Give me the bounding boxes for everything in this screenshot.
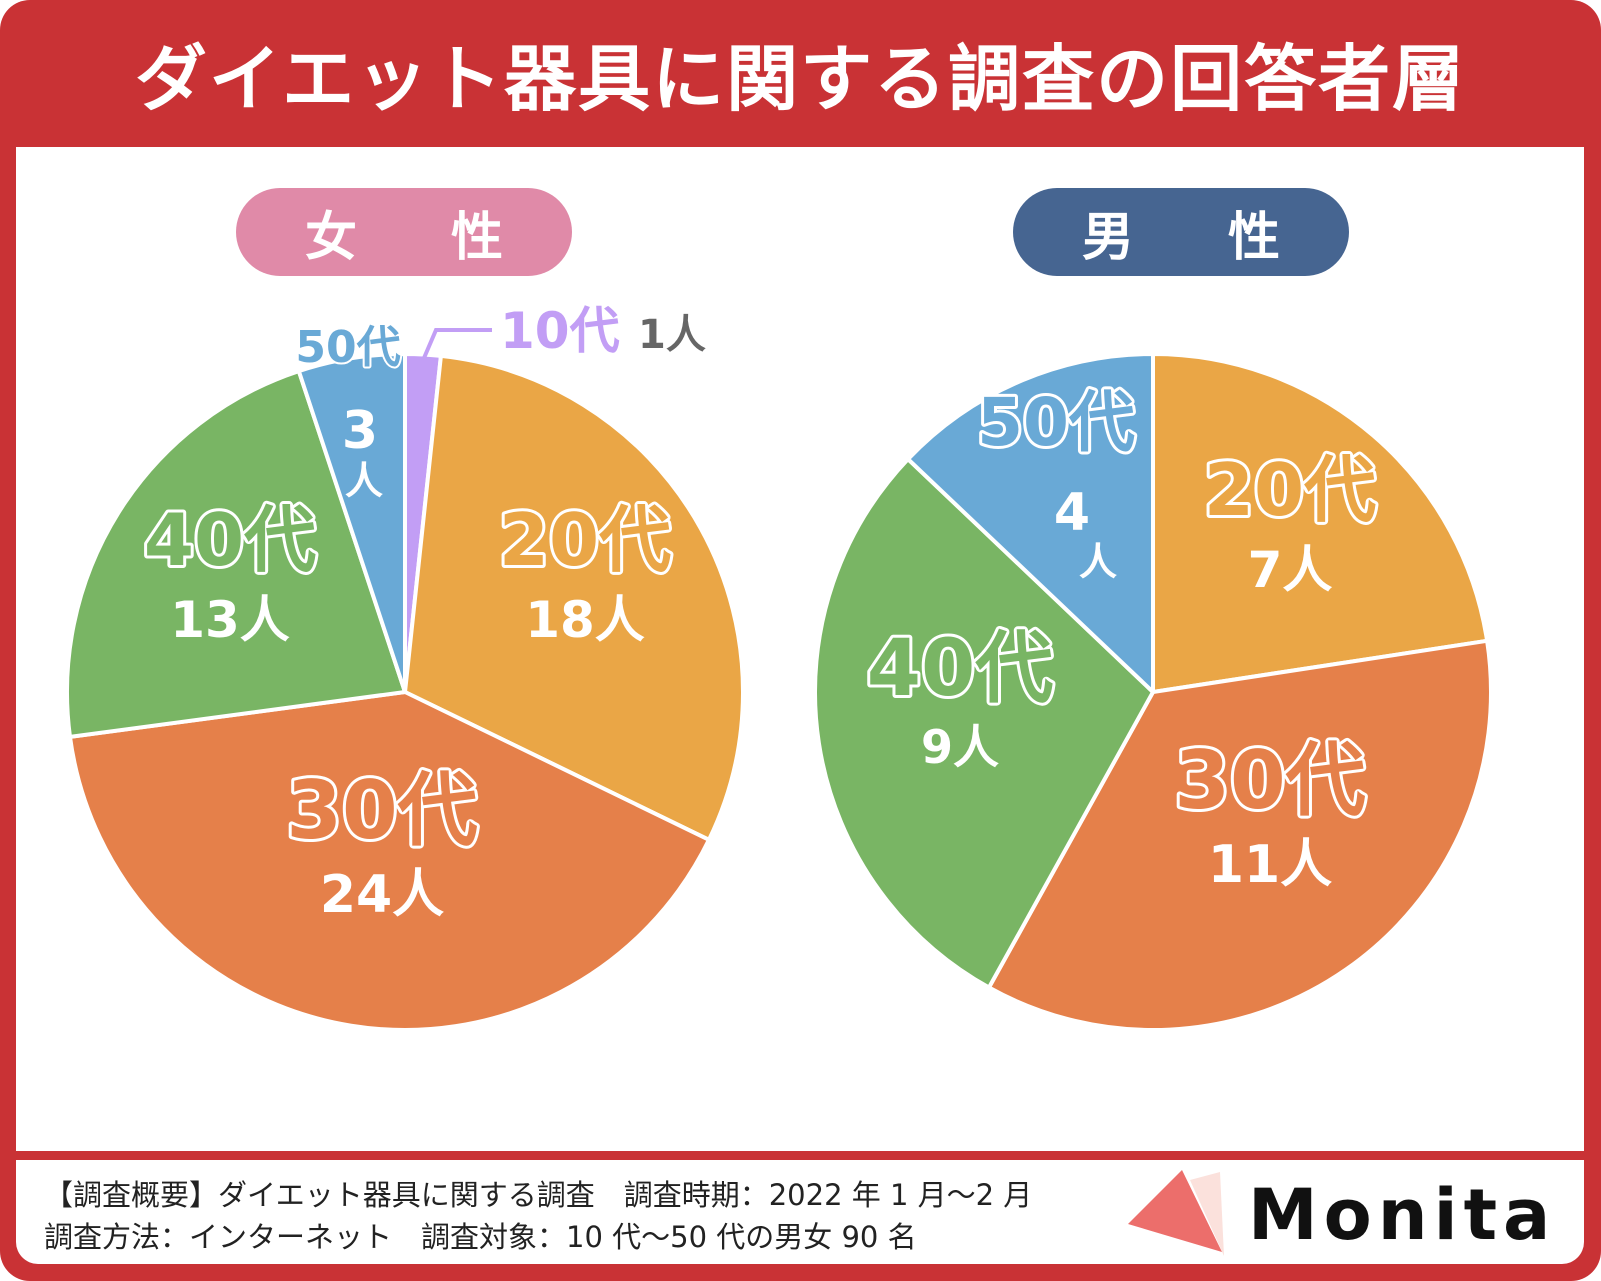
label-category-40s: 40代	[144, 498, 316, 582]
slice-50s	[296, 352, 407, 694]
footer: 【調査概要】ダイエット器具に関する調査 調査時期：2022 年 1 月〜2 月 …	[16, 1160, 1584, 1264]
female-pill: 女 性	[236, 188, 572, 276]
label-count-50s: 3	[342, 401, 378, 461]
label-count-20s: 7人	[1248, 541, 1333, 599]
logo-text: Monita	[1248, 1174, 1557, 1256]
logo-triangle-icon	[1128, 1170, 1224, 1256]
label-count-20s: 18人	[525, 591, 645, 649]
slice-30s	[67, 690, 711, 1032]
slice-40s	[813, 457, 1155, 990]
male-pill: 男 性	[1013, 188, 1349, 276]
survey-notes: 【調査概要】ダイエット器具に関する調査 調査時期：2022 年 1 月〜2 月 …	[44, 1174, 1032, 1258]
slice-20s	[403, 353, 745, 842]
slice-50s	[906, 352, 1155, 694]
label-category-40s: 40代	[867, 624, 1054, 714]
label-category-20s: 20代	[1204, 448, 1376, 532]
label-unit-50s: 人	[1079, 540, 1117, 584]
slice-40s	[65, 369, 407, 739]
slice-30s	[986, 638, 1493, 1032]
label-category-30s: 30代	[1174, 734, 1365, 827]
male-pie: 20代 7人 30代 11人 40代 9人 50代 4人	[813, 352, 1493, 1032]
slice-20s	[1151, 352, 1490, 694]
survey-notes-line1: 【調査概要】ダイエット器具に関する調査 調査時期：2022 年 1 月〜2 月	[44, 1178, 1033, 1212]
label-category-10s: 10代	[500, 302, 620, 360]
label-count-30s: 24人	[320, 865, 444, 925]
label-category-30s: 30代	[286, 764, 477, 857]
survey-notes-line2: 調査方法：インターネット 調査対象：10 代〜50 代の男女 90 名	[44, 1220, 917, 1254]
label-unit-50s: 人	[345, 459, 383, 503]
label-category-50s: 50代	[977, 384, 1135, 461]
label-category-50s: 50代	[295, 322, 400, 373]
monita-logo: Monita	[1120, 1168, 1580, 1264]
label-count-40s: 9人	[921, 720, 999, 774]
label-count-10s: 1人	[638, 312, 706, 358]
label-count-40s: 13人	[170, 591, 290, 649]
label-count-50s: 4	[1054, 483, 1090, 543]
page-title: ダイエット器具に関する調査の回答者層	[134, 37, 1467, 121]
female-pie: 10代 1人 20代 18人 30代 24人 40代 13人 50代 3人	[65, 302, 745, 1032]
label-category-20s: 20代	[499, 498, 671, 582]
label-count-30s: 11人	[1208, 835, 1332, 895]
callout-leader-line	[422, 328, 492, 359]
